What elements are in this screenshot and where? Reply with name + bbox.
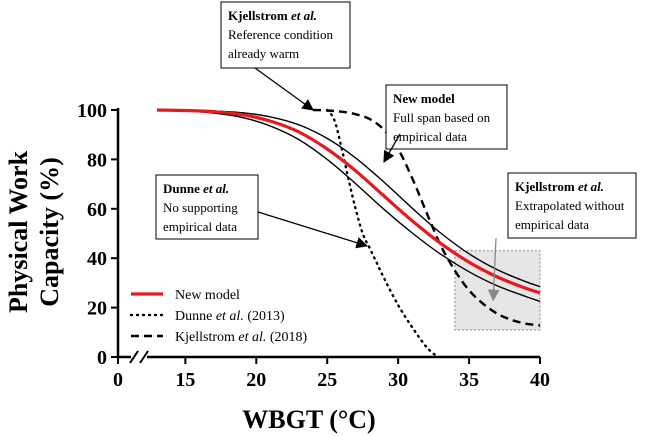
x-tick-label: 35 [459,369,479,391]
annotation-line: Kjellstrom et al. [228,8,317,23]
annotation-line: Reference condition [228,27,334,42]
legend-label: Dunne et al. (2013) [175,309,285,324]
y-tick-label: 20 [87,298,107,320]
y-tick-label: 40 [87,248,107,270]
legend-text-part: et al. [238,330,266,345]
annotation-text-part: empirical data [515,217,589,232]
legend-item-kjell: Kjellstrom et al. (2018) [131,330,308,345]
annotation-line: empirical data [163,219,237,234]
annotation-text-part: Kjellstrom [515,179,578,194]
annotation-text-part: already warm [228,46,299,61]
annotation-box [507,172,637,239]
legend-text-part: (2018) [266,330,307,345]
series-line-dunne-et-al-2013 [326,108,440,359]
annotation-line: already warm [228,46,299,61]
y-tick-label: 80 [87,149,107,171]
annotation-line: Extrapolated without [515,198,625,213]
annotation-line: New model [393,91,455,106]
x-tick-label: 40 [530,369,550,391]
annotation-box [220,1,351,69]
annotation-arrow [257,211,369,249]
annotation-new-model: New model Full span based on empirical dat… [383,84,508,163]
annotation-text-part: empirical data [393,129,467,144]
annotation-kjellstrom-reference: Kjellstrom et al. Reference condition alre… [220,1,351,111]
annotation-line: No supporting [163,200,238,215]
annotation-text-part: et al. [291,8,317,23]
x-tick-label: 0 [113,369,123,391]
legend: New model Dunne et al. (2013) Kjellstrom e… [129,288,308,345]
legend-item-new: New model [131,288,240,303]
x-tick-label: 25 [317,369,337,391]
y-tick-label: 60 [87,199,107,221]
legend-label: Kjellstrom et al. (2018) [175,330,308,345]
annotation-arrow [383,133,401,163]
axis-break-mark [139,350,149,364]
annotation-text-part: Extrapolated without [515,198,625,213]
axis-break-mark [129,350,139,364]
annotation-box [155,174,259,240]
legend-text-part: Kjellstrom [175,330,238,345]
x-tick-label: 30 [388,369,408,391]
x-axis-title: WBGT (°C) [242,405,375,434]
annotation-text-part: No supporting [163,200,238,215]
annotation-arrow [254,67,314,111]
x-tick-label: 15 [175,369,195,391]
annotation-line: empirical data [393,129,467,144]
annotation-text-part: et al. [203,181,229,196]
annotation-box [385,84,508,150]
axes: 0 20 40 60 80 100 0 15 20 25 30 35 40 [77,100,550,391]
annotation-text-part: Full span based on [393,110,491,125]
y-tick-label: 0 [97,347,107,369]
legend-text-part: Dunne [175,309,216,324]
legend-text-part: New model [175,288,240,303]
legend-text-part: (2013) [244,309,285,324]
series-layer [156,108,541,359]
annotation-text-part: Dunne [163,181,203,196]
annotation-line: empirical data [515,217,589,232]
annotation-text-part: Reference condition [228,27,334,42]
y-axis-title-line-2: Capacity (%) [35,157,64,306]
annotation-line: Kjellstrom et al. [515,179,604,194]
annotations: Kjellstrom et al. Reference condition alre… [155,1,637,302]
annotation-line: Full span based on [393,110,491,125]
annotation-kjellstrom-extrapolated: Kjellstrom et al. Extrapolated without emp… [487,172,637,302]
annotation-arrow [487,237,500,302]
annotation-dunne: Dunne et al. No supporting empirical data [155,174,369,249]
x-tick-label: 20 [246,369,266,391]
annotation-text-part: New model [393,91,455,106]
series-line-new-model [156,108,541,295]
annotation-text-part: Kjellstrom [228,8,291,23]
annotation-text-part: empirical data [163,219,237,234]
series-line-kjellstrom-et-al-2018 [312,108,541,327]
y-tick-label: 100 [77,100,107,122]
annotation-line: Dunne et al. [163,181,229,196]
y-axis-title-line-1: Physical Work [4,150,33,313]
legend-item-dunne: Dunne et al. (2013) [129,309,285,324]
legend-text-part: et al. [216,309,244,324]
annotation-text-part: et al. [578,179,604,194]
legend-label: New model [175,288,240,303]
